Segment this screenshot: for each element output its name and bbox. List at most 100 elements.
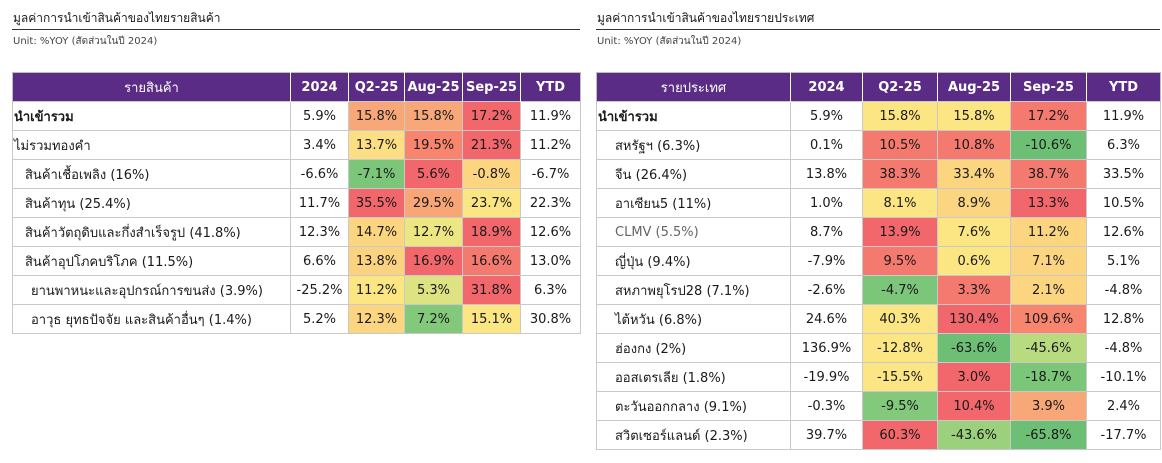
header-sep-25: Sep-25 xyxy=(462,72,521,102)
value-aug-25: 3.0% xyxy=(937,362,1011,392)
value-2024: 136.9% xyxy=(790,333,863,363)
table-row: นำเข้ารวม 5.9% 15.8% 15.8% 17.2% 11.9% xyxy=(596,101,1161,131)
row-name: ฮ่องกง (2%) xyxy=(596,333,791,363)
table-row: ตะวันออกกลาง (9.1%) -0.3% -9.5% 10.4% 3.9% 2.… xyxy=(596,391,1161,421)
value-ytd: 12.8% xyxy=(1086,304,1161,334)
row-name: อาวุธ ยุทธปัจจัย และสินค้าอื่นๆ (1.4%) xyxy=(12,304,291,334)
value-q2-25: 14.7% xyxy=(348,217,405,247)
row-name: จีน (26.4%) xyxy=(596,159,791,189)
header-sep-25: Sep-25 xyxy=(1010,72,1087,102)
value-ytd: 30.8% xyxy=(520,304,581,334)
value-q2-25: 13.8% xyxy=(348,246,405,276)
panel-title: มูลค่าการนำเข้าสินค้าของไทยรายประเทศ xyxy=(596,8,1160,30)
table-row: อาเซียน5 (11%) 1.0% 8.1% 8.9% 13.3% 10.5% xyxy=(596,188,1161,218)
panel-title: มูลค่าการนำเข้าสินค้าของไทยรายสินค้า xyxy=(12,8,580,30)
value-aug-25: 29.5% xyxy=(404,188,463,218)
value-aug-25: -43.6% xyxy=(937,420,1011,450)
header-2024: 2024 xyxy=(290,72,349,102)
header-row: รายประเทศ 2024 Q2-25 Aug-25 Sep-25 YTD xyxy=(596,72,1161,102)
row-name: นำเข้ารวม xyxy=(12,101,291,131)
row-name: ตะวันออกกลาง (9.1%) xyxy=(596,391,791,421)
value-sep-25: 18.9% xyxy=(462,217,521,247)
row-name: สินค้าเชื้อเพลิง (16%) xyxy=(12,159,291,189)
value-q2-25: 13.7% xyxy=(348,130,405,160)
value-aug-25: 19.5% xyxy=(404,130,463,160)
value-2024: 0.1% xyxy=(790,130,863,160)
value-sep-25: 2.1% xyxy=(1010,275,1087,305)
row-name: สินค้าวัตถุดิบและกึ่งสำเร็จรูป (41.8%) xyxy=(12,217,291,247)
value-2024: -25.2% xyxy=(290,275,349,305)
value-q2-25: 60.3% xyxy=(862,420,938,450)
value-aug-25: 10.4% xyxy=(937,391,1011,421)
value-q2-25: 15.8% xyxy=(862,101,938,131)
unit-label: Unit: %YOY (สัดส่วนในปี 2024) xyxy=(597,36,742,47)
header-aug-25: Aug-25 xyxy=(404,72,463,102)
table-row: สหรัฐฯ (6.3%) 0.1% 10.5% 10.8% -10.6% 6.3% xyxy=(596,130,1161,160)
row-name: ออสเตรเลีย (1.8%) xyxy=(596,362,791,392)
table-row: สหภาพยุโรป28 (7.1%) -2.6% -4.7% 3.3% 2.1% -4.… xyxy=(596,275,1161,305)
value-q2-25: -12.8% xyxy=(862,333,938,363)
value-sep-25: 109.6% xyxy=(1010,304,1087,334)
value-sep-25: -18.7% xyxy=(1010,362,1087,392)
row-name: สหภาพยุโรป28 (7.1%) xyxy=(596,275,791,305)
value-aug-25: 15.8% xyxy=(404,101,463,131)
value-q2-25: -15.5% xyxy=(862,362,938,392)
value-sep-25: 7.1% xyxy=(1010,246,1087,276)
value-aug-25: 12.7% xyxy=(404,217,463,247)
value-2024: 6.6% xyxy=(290,246,349,276)
value-aug-25: 5.3% xyxy=(404,275,463,305)
row-name: สินค้าอุปโภคบริโภค (11.5%) xyxy=(12,246,291,276)
right-panel: มูลค่าการนำเข้าสินค้าของไทยรายประเทศ Uni… xyxy=(596,8,1161,450)
value-ytd: 10.5% xyxy=(1086,188,1161,218)
value-ytd: 2.4% xyxy=(1086,391,1161,421)
header-ytd: YTD xyxy=(520,72,581,102)
value-sep-25: 13.3% xyxy=(1010,188,1087,218)
value-2024: 39.7% xyxy=(790,420,863,450)
header-aug-25: Aug-25 xyxy=(937,72,1011,102)
table-row: ไต้หวัน (6.8%) 24.6% 40.3% 130.4% 109.6% 12.8… xyxy=(596,304,1161,334)
value-sep-25: 11.2% xyxy=(1010,217,1087,247)
header-row: รายสินค้า 2024 Q2-25 Aug-25 Sep-25 YTD xyxy=(12,72,581,102)
row-name: สวิตเซอร์แลนด์ (2.3%) xyxy=(596,420,791,450)
unit-label: Unit: %YOY (สัดส่วนในปี 2024) xyxy=(13,36,158,47)
country-import-table: รายประเทศ 2024 Q2-25 Aug-25 Sep-25 YTD น… xyxy=(596,72,1161,450)
value-q2-25: 15.8% xyxy=(348,101,405,131)
value-q2-25: 8.1% xyxy=(862,188,938,218)
value-sep-25: 15.1% xyxy=(462,304,521,334)
table-row: ไม่รวมทองคำ 3.4% 13.7% 19.5% 21.3% 11.2% xyxy=(12,130,581,160)
value-ytd: 6.3% xyxy=(1086,130,1161,160)
value-aug-25: 5.6% xyxy=(404,159,463,189)
row-name: ยานพาหนะและอุปกรณ์การขนส่ง (3.9%) xyxy=(12,275,291,305)
value-sep-25: -10.6% xyxy=(1010,130,1087,160)
value-q2-25: 40.3% xyxy=(862,304,938,334)
header-2024: 2024 xyxy=(790,72,863,102)
header-country: รายประเทศ xyxy=(596,72,791,102)
value-q2-25: -4.7% xyxy=(862,275,938,305)
value-ytd: 22.3% xyxy=(520,188,581,218)
table-row: สินค้าทุน (25.4%) 11.7% 35.5% 29.5% 23.7% 22.… xyxy=(12,188,581,218)
table-row: นำเข้ารวม 5.9% 15.8% 15.8% 17.2% 11.9% xyxy=(12,101,581,131)
value-2024: 12.3% xyxy=(290,217,349,247)
table-row: สินค้าอุปโภคบริโภค (11.5%) 6.6% 13.8% 16.9%… xyxy=(12,246,581,276)
value-ytd: -17.7% xyxy=(1086,420,1161,450)
row-name: สินค้าทุน (25.4%) xyxy=(12,188,291,218)
table-row: ฮ่องกง (2%) 136.9% -12.8% -63.6% -45.6% -4.8% xyxy=(596,333,1161,363)
value-2024: 5.9% xyxy=(290,101,349,131)
header-q2-25: Q2-25 xyxy=(348,72,405,102)
table-row: ญี่ปุ่น (9.4%) -7.9% 9.5% 0.6% 7.1% 5.1% xyxy=(596,246,1161,276)
value-2024: 5.9% xyxy=(790,101,863,131)
left-panel: มูลค่าการนำเข้าสินค้าของไทยรายสินค้า Uni… xyxy=(12,8,581,334)
value-ytd: 5.1% xyxy=(1086,246,1161,276)
value-aug-25: 7.2% xyxy=(404,304,463,334)
value-q2-25: -7.1% xyxy=(348,159,405,189)
value-sep-25: -65.8% xyxy=(1010,420,1087,450)
value-aug-25: 15.8% xyxy=(937,101,1011,131)
value-q2-25: 10.5% xyxy=(862,130,938,160)
value-2024: 5.2% xyxy=(290,304,349,334)
value-aug-25: 33.4% xyxy=(937,159,1011,189)
table-row: ออสเตรเลีย (1.8%) -19.9% -15.5% 3.0% -18.7% -… xyxy=(596,362,1161,392)
row-name: ไม่รวมทองคำ xyxy=(12,130,291,160)
value-2024: -2.6% xyxy=(790,275,863,305)
header-ytd: YTD xyxy=(1086,72,1161,102)
value-2024: 24.6% xyxy=(790,304,863,334)
